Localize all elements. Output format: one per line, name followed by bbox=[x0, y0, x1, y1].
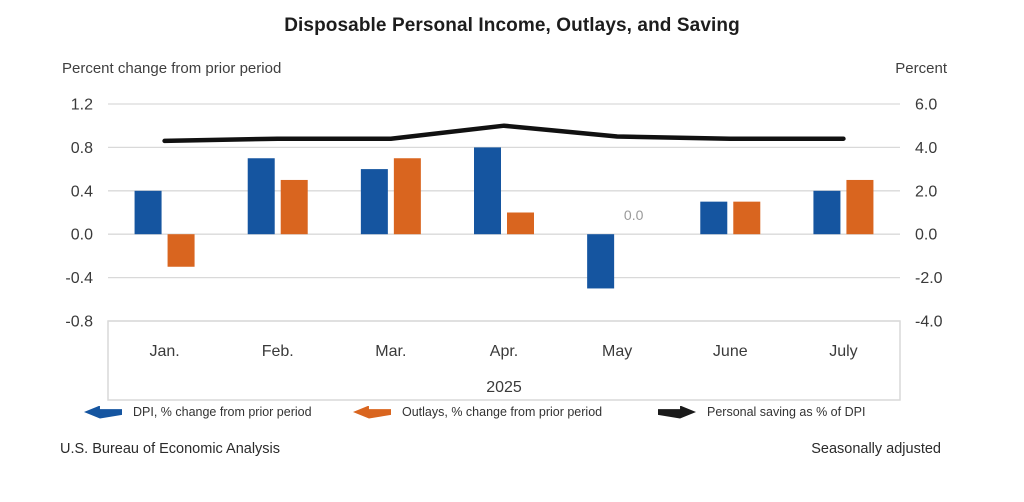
right-axis-tick-label: 2.0 bbox=[915, 183, 937, 200]
right-axis-tick-label: 4.0 bbox=[915, 140, 937, 157]
month-label: Mar. bbox=[375, 343, 406, 360]
month-label: May bbox=[602, 343, 632, 360]
zero-value-label: 0.0 bbox=[624, 207, 644, 223]
right-axis-caption: Percent bbox=[895, 60, 947, 77]
left-axis-tick-label: -0.4 bbox=[65, 270, 93, 287]
dpi-left-arrow-icon bbox=[84, 405, 122, 419]
month-label: July bbox=[829, 343, 857, 360]
bar-outlays-5 bbox=[733, 201, 761, 235]
legend-item-outlays: Outlays, % change from prior period bbox=[353, 404, 602, 420]
legend-label-dpi: DPI, % change from prior period bbox=[133, 405, 312, 419]
bar-outlays-1 bbox=[280, 179, 308, 235]
bar-outlays-2 bbox=[393, 158, 421, 235]
saving-right-arrow-icon bbox=[658, 405, 696, 419]
right-axis-tick-label: -2.0 bbox=[915, 270, 943, 287]
left-axis-tick-label: 0.0 bbox=[71, 227, 93, 244]
right-axis-tick-label: -4.0 bbox=[915, 314, 943, 331]
bar-dpi-0 bbox=[134, 190, 162, 235]
legend-item-dpi: DPI, % change from prior period bbox=[84, 404, 312, 420]
legend-item-saving: Personal saving as % of DPI bbox=[658, 404, 865, 420]
outlays-left-arrow-icon bbox=[353, 405, 391, 419]
left-axis-caption: Percent change from prior period bbox=[62, 60, 282, 77]
bar-dpi-6 bbox=[813, 190, 841, 235]
adjustment-note: Seasonally adjusted bbox=[811, 441, 941, 457]
left-axis-tick-label: 0.4 bbox=[71, 183, 93, 200]
month-label: Apr. bbox=[490, 343, 518, 360]
left-axis-tick-label: -0.8 bbox=[65, 314, 93, 331]
left-axis-tick-label: 1.2 bbox=[71, 97, 93, 114]
legend-label-outlays: Outlays, % change from prior period bbox=[402, 405, 603, 419]
year-label: 2025 bbox=[486, 379, 522, 396]
month-label: Jan. bbox=[149, 343, 179, 360]
right-axis-tick-label: 0.0 bbox=[915, 227, 937, 244]
bar-dpi-1 bbox=[247, 158, 275, 235]
bar-dpi-5 bbox=[700, 201, 728, 235]
month-label: June bbox=[713, 343, 748, 360]
bar-dpi-2 bbox=[360, 169, 388, 235]
month-label: Feb. bbox=[262, 343, 294, 360]
saving-rate-line bbox=[162, 123, 846, 144]
legend-label-saving: Personal saving as % of DPI bbox=[707, 405, 866, 419]
chart-title: Disposable Personal Income, Outlays, and… bbox=[284, 15, 740, 36]
right-axis-tick-label: 6.0 bbox=[915, 97, 937, 114]
x-axis-label-box bbox=[107, 320, 901, 401]
bar-outlays-6 bbox=[846, 179, 874, 235]
left-axis-tick-label: 0.8 bbox=[71, 140, 93, 157]
bar-outlays-3 bbox=[507, 212, 534, 235]
bar-outlays-0 bbox=[167, 234, 195, 267]
bar-dpi-4 bbox=[587, 234, 615, 289]
bar-dpi-3 bbox=[474, 147, 501, 235]
source-note: U.S. Bureau of Economic Analysis bbox=[60, 441, 281, 457]
